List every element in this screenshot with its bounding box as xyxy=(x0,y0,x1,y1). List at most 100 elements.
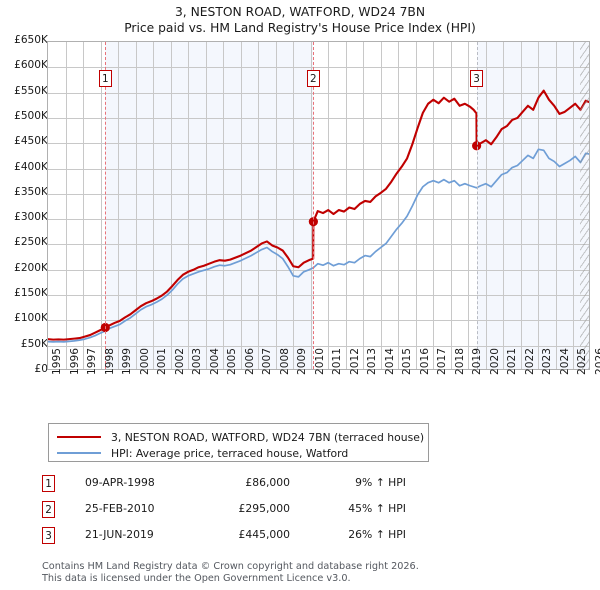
legend-swatch-property xyxy=(57,436,101,438)
x-axis-tick-label: 2019 xyxy=(471,348,484,375)
gridline-vertical xyxy=(503,42,504,369)
transaction-index-badge: 3 xyxy=(42,527,55,544)
x-axis-tick-label: 1996 xyxy=(68,348,81,375)
gridline-vertical xyxy=(521,42,522,369)
gridline-vertical xyxy=(83,42,84,369)
x-axis-tick-label: 2010 xyxy=(313,348,326,375)
chart-series-lines xyxy=(48,89,589,343)
x-axis-tick-label: 2024 xyxy=(558,348,571,375)
x-axis-tick-label: 2011 xyxy=(331,348,344,375)
x-axis-tick-label: 2017 xyxy=(436,348,449,375)
chart-title-block: 3, NESTON ROAD, WATFORD, WD24 7BN Price … xyxy=(0,4,600,36)
gridline-horizontal xyxy=(48,270,589,271)
x-axis-tick-label: 2002 xyxy=(173,348,186,375)
price-history-chart[interactable]: 1 2 3 xyxy=(47,41,590,370)
x-axis-tick-label: 2008 xyxy=(278,348,291,375)
legend-swatch-hpi xyxy=(57,452,101,454)
y-axis-tick-label: £250K xyxy=(14,236,48,249)
chart-future-hatch-area xyxy=(580,42,589,369)
copyright-footer: Contains HM Land Registry data © Crown c… xyxy=(42,561,582,584)
x-axis-tick-label: 2022 xyxy=(523,348,536,375)
table-row[interactable]: 2 25-FEB-2010 £295,000 45% ↑ HPI xyxy=(42,499,462,525)
gridline-horizontal xyxy=(48,346,589,347)
transaction-vertical-line xyxy=(313,42,315,369)
x-axis-tick-label: 2005 xyxy=(226,348,239,375)
gridline-vertical xyxy=(188,42,189,369)
gridline-vertical xyxy=(171,42,172,369)
y-axis-tick-label: £500K xyxy=(14,109,48,122)
x-axis-tick-label: 2007 xyxy=(261,348,274,375)
chart-subtitle: Price paid vs. HM Land Registry's House … xyxy=(124,21,476,35)
gridline-vertical xyxy=(398,42,399,369)
transaction-marker-badge[interactable]: 1 xyxy=(98,70,112,87)
x-axis-tick-label: 1995 xyxy=(51,348,63,375)
y-axis-tick-label: £400K xyxy=(14,160,48,173)
y-axis-tick-label: £650K xyxy=(14,34,48,46)
x-axis-tick-label: 2023 xyxy=(541,348,554,375)
transaction-hpi-delta: 45% ↑ HPI xyxy=(348,502,406,515)
gridline-horizontal xyxy=(48,295,589,296)
table-row[interactable]: 1 09-APR-1998 £86,000 9% ↑ HPI xyxy=(42,473,462,499)
gridline-vertical xyxy=(573,42,574,369)
x-axis-tick-label: 2003 xyxy=(191,348,204,375)
y-axis-tick-label: £300K xyxy=(14,211,48,224)
y-axis-tick-label: £200K xyxy=(14,261,48,274)
gridline-vertical xyxy=(258,42,259,369)
y-axis-tick-label: £50K xyxy=(20,337,48,350)
gridline-vertical xyxy=(363,42,364,369)
transaction-hpi-delta: 26% ↑ HPI xyxy=(348,528,406,541)
transaction-date: 25-FEB-2010 xyxy=(85,502,155,515)
transaction-index-badge: 1 xyxy=(42,475,55,492)
ownership-period-band xyxy=(476,42,589,369)
gridline-vertical xyxy=(206,42,207,369)
x-axis-tick-label: 1997 xyxy=(86,348,99,375)
x-axis-tick-label: 2000 xyxy=(138,348,151,375)
series-line-hpi xyxy=(48,148,589,343)
chart-legend: 3, NESTON ROAD, WATFORD, WD24 7BN (terra… xyxy=(48,423,429,462)
gridline-vertical xyxy=(486,42,487,369)
x-axis-tick-label: 2015 xyxy=(401,348,414,375)
transaction-index-badge: 2 xyxy=(42,501,55,518)
gridline-vertical xyxy=(276,42,277,369)
gridline-vertical xyxy=(468,42,469,369)
legend-label-property: 3, NESTON ROAD, WATFORD, WD24 7BN (terra… xyxy=(111,430,425,444)
transaction-date: 21-JUN-2019 xyxy=(85,528,154,541)
x-axis-tick-label: 1998 xyxy=(103,348,116,375)
series-line-property xyxy=(48,89,589,341)
legend-label-hpi: HPI: Average price, terraced house, Watf… xyxy=(111,446,349,460)
y-axis-tick-label: £0 xyxy=(34,363,48,375)
transaction-price: £86,000 xyxy=(245,476,290,489)
transaction-vertical-line xyxy=(476,42,478,369)
y-axis-tick-label: £550K xyxy=(14,84,48,97)
gridline-horizontal xyxy=(48,244,589,245)
transaction-marker-badge[interactable]: 3 xyxy=(470,70,484,87)
y-axis-tick-label: £150K xyxy=(14,287,48,300)
gridline-vertical xyxy=(153,42,154,369)
page-title: 3, NESTON ROAD, WATFORD, WD24 7BN xyxy=(174,5,426,19)
x-axis-tick-label: 2004 xyxy=(208,348,221,375)
gridline-vertical xyxy=(241,42,242,369)
ownership-period-band xyxy=(105,42,314,369)
gridline-horizontal xyxy=(48,320,589,321)
gridline-vertical xyxy=(223,42,224,369)
transaction-marker-badge[interactable]: 2 xyxy=(306,70,320,87)
gridline-vertical xyxy=(101,42,102,369)
transactions-table: 1 09-APR-1998 £86,000 9% ↑ HPI 2 25-FEB-… xyxy=(42,473,462,551)
x-axis-tick-label: 2012 xyxy=(348,348,361,375)
gridline-vertical xyxy=(66,42,67,369)
x-axis-tick-label: 2013 xyxy=(366,348,379,375)
x-axis-tick-label: 2025 xyxy=(576,348,589,375)
gridline-vertical xyxy=(118,42,119,369)
transaction-vertical-line xyxy=(105,42,107,369)
y-axis-labels: £0 £50K £100K £150K £200K £250K £300K £350K £400… xyxy=(14,34,48,375)
gridline-vertical xyxy=(136,42,137,369)
table-row[interactable]: 3 21-JUN-2019 £445,000 26% ↑ HPI xyxy=(42,525,462,551)
x-axis-tick-label: 1999 xyxy=(121,348,134,375)
x-axis-tick-label: 2021 xyxy=(506,348,519,375)
transaction-hpi-delta: 9% ↑ HPI xyxy=(355,476,406,489)
x-axis-tick-label: 2014 xyxy=(383,348,396,375)
gridline-horizontal xyxy=(48,67,589,68)
x-axis-tick-label: 2016 xyxy=(418,348,431,375)
gridline-vertical xyxy=(381,42,382,369)
x-axis-tick-label: 2020 xyxy=(488,348,501,375)
